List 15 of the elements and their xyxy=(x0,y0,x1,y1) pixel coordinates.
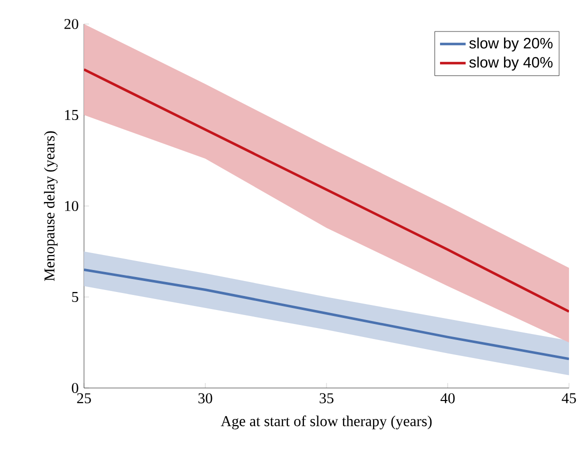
legend-label: slow by 40% xyxy=(469,56,553,71)
x-tick-label: 35 xyxy=(320,393,334,404)
x-tick-label: 40 xyxy=(440,393,455,404)
y-tick-label: 0 xyxy=(72,382,78,394)
y-tick-label: 15 xyxy=(65,110,78,120)
y-tick-label: 10 xyxy=(65,200,78,212)
x-tick-label: 45 xyxy=(562,393,576,404)
x-tick-label: 25 xyxy=(77,393,91,404)
legend-label: slow by 20% xyxy=(469,37,553,52)
y-tick-label: 20 xyxy=(64,18,78,30)
y-axis-title: Menopause delay (years) xyxy=(44,131,58,281)
x-tick-label: 30 xyxy=(198,393,212,404)
line-series xyxy=(84,268,569,360)
x-axis-title: Age at start of slow therapy (years) xyxy=(220,416,432,430)
y-tick-label: 5 xyxy=(72,292,78,302)
